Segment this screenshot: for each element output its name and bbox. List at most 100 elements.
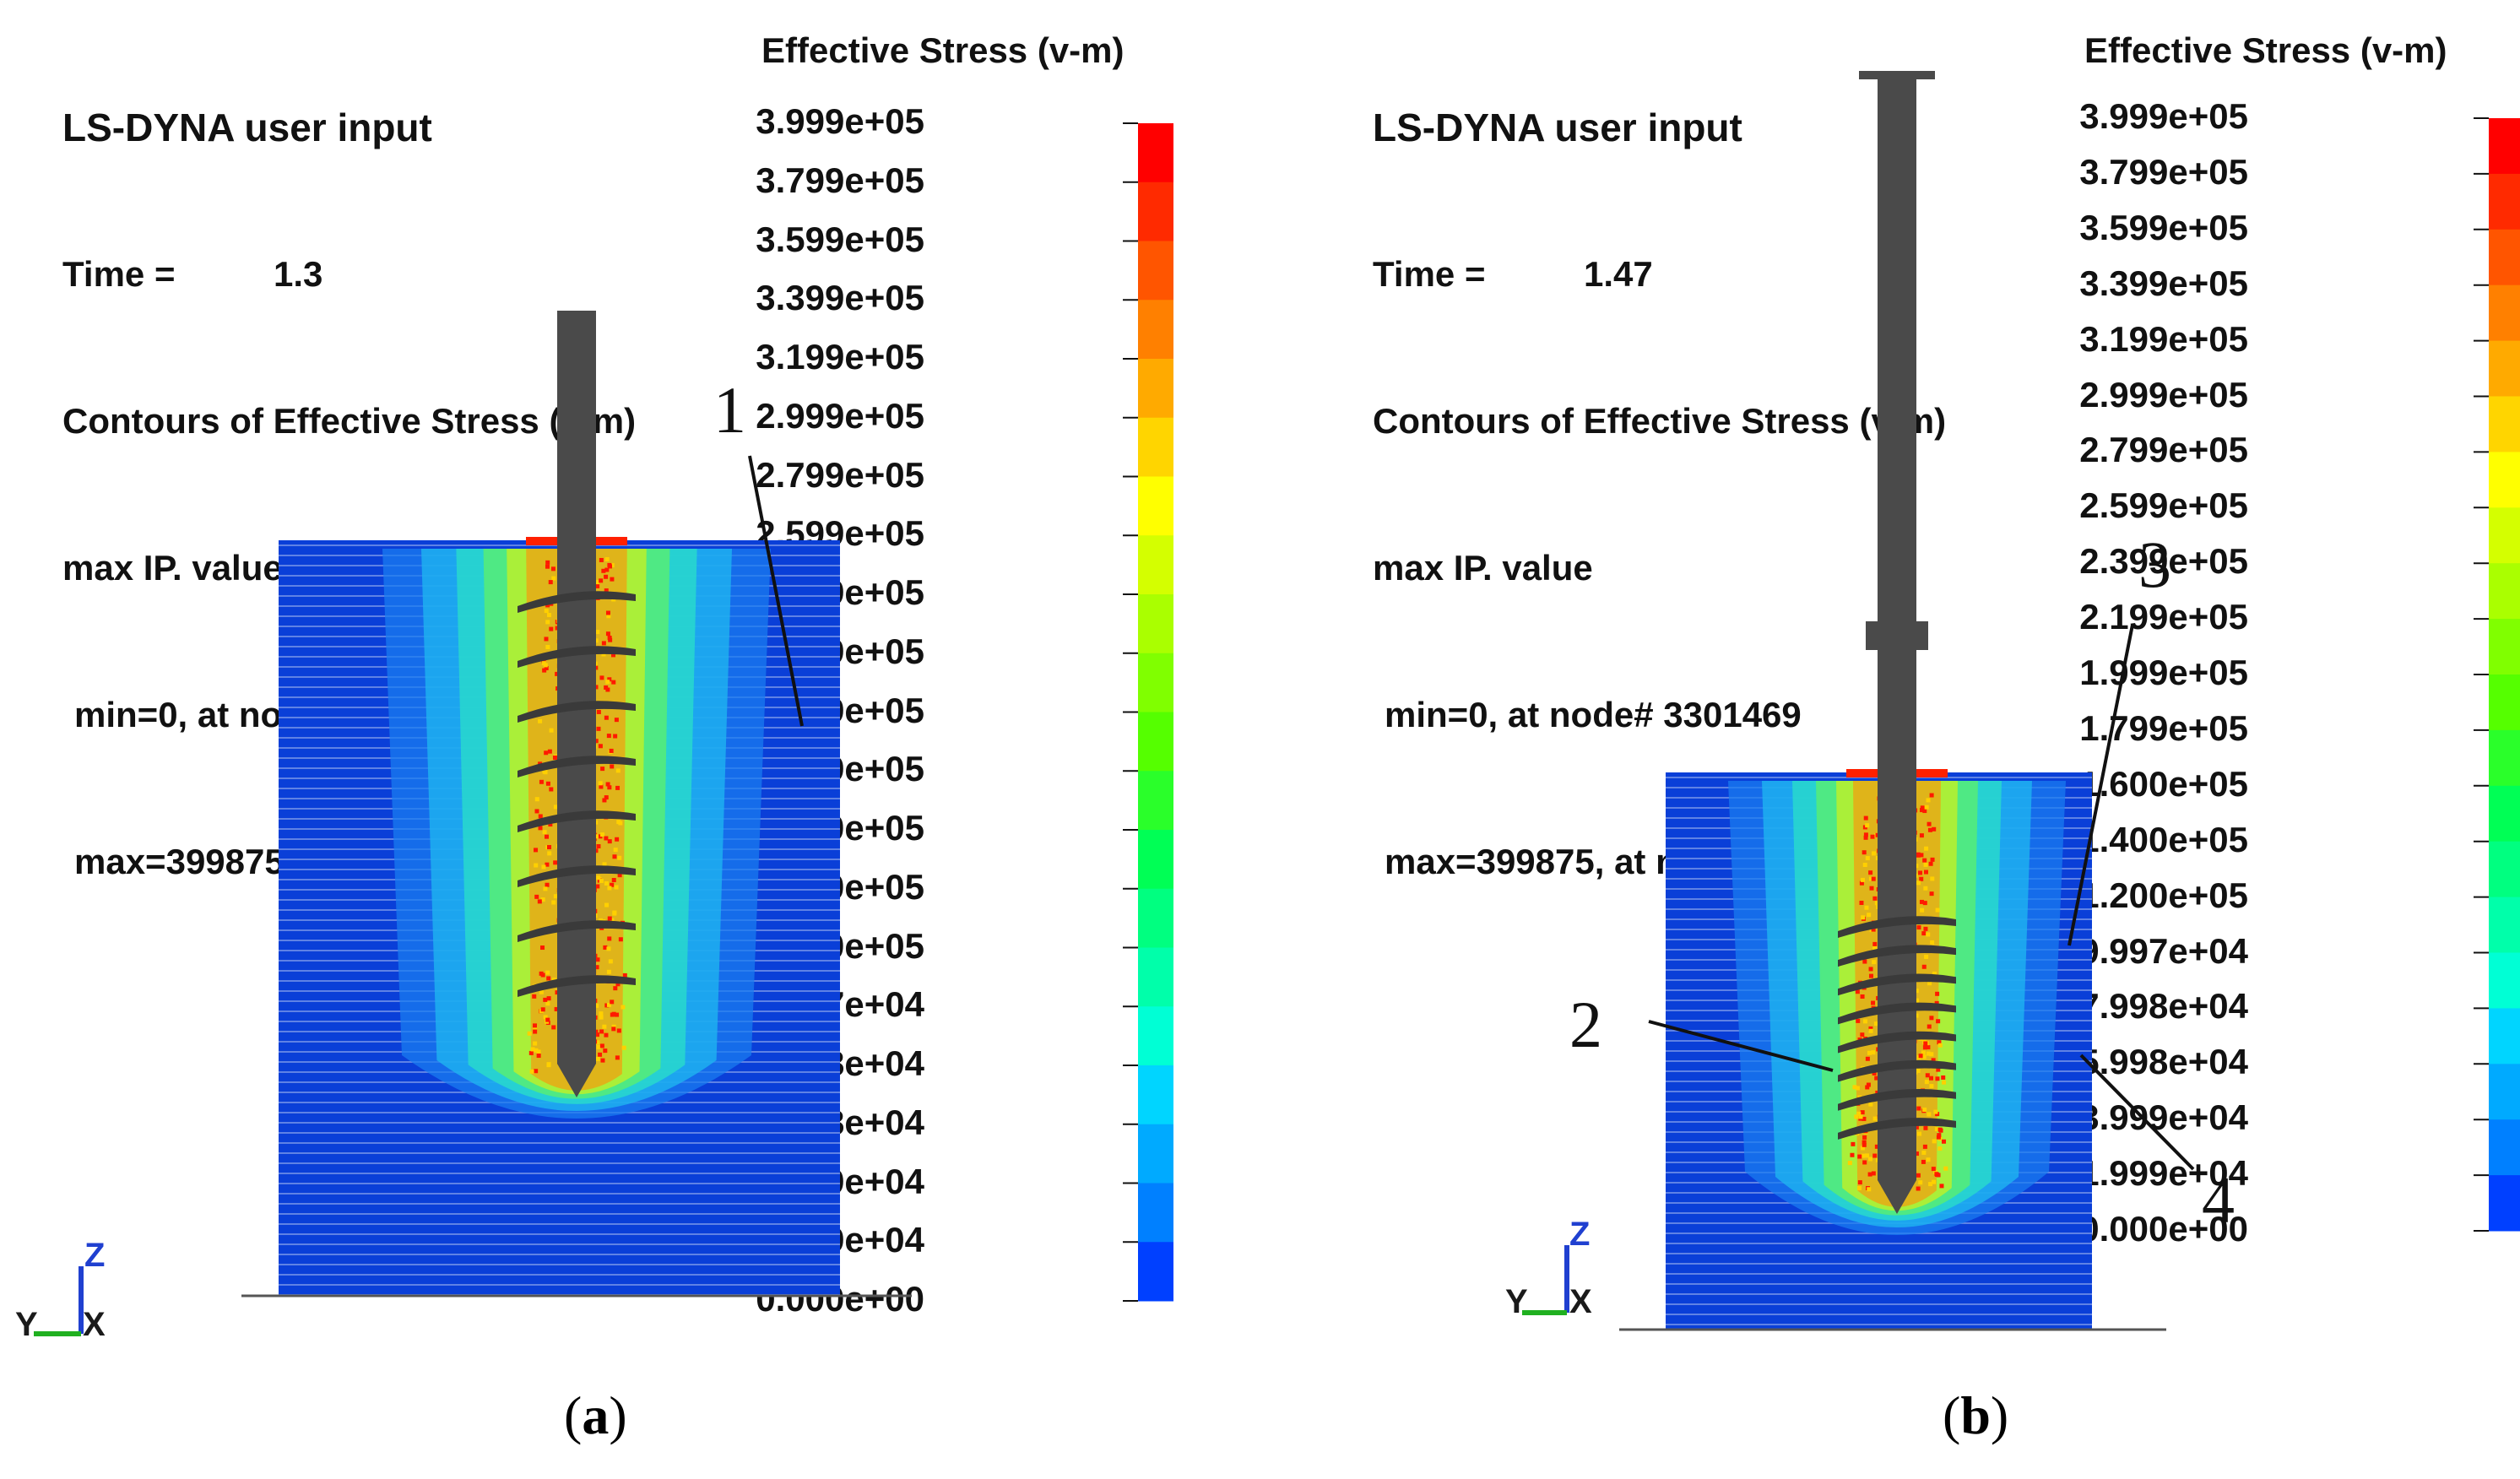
legend-tick-label: 9.997e+04: [2079, 930, 2248, 971]
stress-speckle: [545, 560, 550, 565]
stress-speckle: [1919, 876, 1924, 881]
time-label: Time =: [62, 254, 176, 294]
stress-speckle: [594, 965, 599, 970]
stress-speckle: [545, 862, 550, 867]
stress-speckle: [1916, 853, 1921, 858]
stress-speckle: [1926, 932, 1931, 937]
stress-speckle: [1872, 1070, 1877, 1075]
stress-speckle: [1867, 913, 1872, 918]
stress-speckle: [1859, 880, 1864, 886]
stress-speckle: [545, 603, 550, 608]
stress-speckle: [548, 580, 553, 585]
callout-leader-2: [1648, 1020, 1834, 1072]
stress-speckle: [594, 1003, 599, 1008]
stress-speckle: [1919, 853, 1924, 858]
stress-speckle: [1921, 1150, 1927, 1155]
stress-speckle: [605, 680, 610, 685]
stress-speckle: [551, 900, 556, 905]
stress-speckle: [606, 1002, 611, 1007]
stress-speckle: [1915, 998, 1920, 1003]
stress-speckle: [604, 715, 609, 720]
colorbar-segment: [2489, 1119, 2520, 1176]
helical-plate: [1838, 1088, 1956, 1111]
stress-speckle: [595, 1040, 600, 1045]
stress-speckle: [551, 1025, 556, 1030]
stress-speckle: [1922, 809, 1927, 814]
stress-speckle: [615, 982, 621, 987]
stress-speckle: [602, 798, 607, 803]
stress-speckle: [1865, 1085, 1870, 1090]
stress-speckle: [599, 1029, 604, 1034]
colorbar-segment: [2489, 952, 2520, 1009]
stress-speckle: [1858, 1114, 1863, 1119]
colorbar-segment: [2489, 507, 2520, 564]
stress-speckle: [543, 886, 548, 891]
header-min-line: min=0, at node# 3301469: [1385, 695, 1802, 734]
annotation-layer: Z Y X 2 3 4: [1505, 528, 2235, 1331]
colorbar-segment: [1138, 241, 1173, 301]
stress-speckle: [546, 996, 551, 1001]
stress-speckle: [1937, 1043, 1943, 1048]
stress-speckle: [604, 1003, 610, 1008]
stress-speckle: [1871, 927, 1876, 932]
helical-plate: [1838, 1002, 1956, 1025]
stress-speckle: [1866, 1082, 1871, 1087]
stress-speckle: [1862, 1019, 1867, 1024]
triad-x-label: X: [1569, 1283, 1592, 1320]
legend-tick-label: 1.799e+05: [2079, 707, 2248, 748]
stress-speckle: [1942, 1139, 1947, 1144]
triad-y-label: Y: [15, 1306, 38, 1343]
stress-speckle: [539, 971, 544, 976]
stress-speckle: [1927, 827, 1932, 832]
stress-speckle: [534, 809, 539, 814]
stress-speckle: [1921, 1159, 1926, 1164]
stress-speckle: [548, 822, 553, 827]
stress-speckle: [595, 1032, 600, 1037]
stress-speckle: [1927, 1024, 1932, 1029]
helical-plate: [1838, 945, 1956, 967]
stress-speckle: [1872, 945, 1878, 951]
stress-speckle: [1865, 856, 1870, 861]
stress-speckle: [1923, 1041, 1928, 1046]
stress-speckle: [604, 880, 609, 886]
stress-speckle: [1926, 798, 1931, 803]
stress-speckle: [1916, 880, 1921, 886]
stress-speckle: [1921, 1054, 1927, 1059]
colorbar-segment: [2489, 619, 2520, 675]
stress-speckle: [595, 957, 600, 962]
legend-tick-label: 1.600e+05: [2079, 763, 2248, 804]
stress-speckle: [542, 830, 547, 835]
stress-speckle: [540, 945, 545, 951]
stress-speckle: [538, 826, 543, 831]
stress-speckle: [618, 937, 623, 942]
stress-speckle: [604, 588, 609, 593]
colorbar-segment: [1138, 535, 1173, 595]
stress-speckle: [1851, 1141, 1856, 1146]
stress-speckle: [1936, 1019, 1941, 1024]
stress-speckle: [544, 609, 549, 614]
stress-speckle: [606, 734, 611, 739]
stress-speckle: [1930, 940, 1935, 945]
legend-tick-label: 3.999e+05: [2079, 96, 2248, 136]
stress-speckle: [604, 557, 610, 562]
stress-speckle: [1873, 1021, 1878, 1027]
stress-speckle: [1874, 1075, 1879, 1081]
stress-speckle: [606, 614, 611, 619]
stress-speckle: [1869, 886, 1874, 891]
stress-speckle: [614, 885, 619, 890]
colorbar-segment: [2489, 1175, 2520, 1232]
stress-speckle: [599, 878, 604, 883]
colorbar-segment: [1138, 830, 1173, 890]
stress-speckle: [1928, 1182, 1933, 1187]
caption-letter: b: [1960, 1385, 1991, 1445]
stress-speckle: [604, 567, 610, 572]
stress-speckle: [1857, 1180, 1862, 1185]
stress-speckle: [1918, 1054, 1923, 1059]
stress-speckle: [1862, 862, 1867, 867]
axis-triad: Z Y X: [15, 1237, 106, 1343]
stress-speckle: [611, 680, 616, 685]
time-value: 1.47: [1584, 254, 1653, 294]
colorbar-segment: [2489, 173, 2520, 230]
helical-plate: [518, 975, 636, 997]
legend-tick-label: 1.200e+05: [2079, 875, 2248, 915]
